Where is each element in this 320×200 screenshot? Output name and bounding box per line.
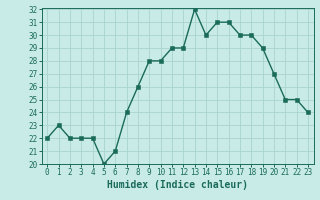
X-axis label: Humidex (Indice chaleur): Humidex (Indice chaleur): [107, 180, 248, 190]
